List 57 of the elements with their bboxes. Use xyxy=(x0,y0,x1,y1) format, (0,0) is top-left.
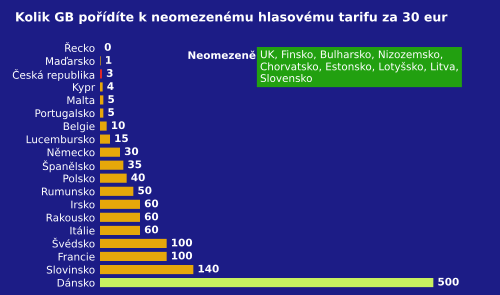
y-tick-label: Švédsko xyxy=(52,238,95,248)
data-label: 60 xyxy=(144,212,158,220)
data-label: 60 xyxy=(144,199,158,208)
y-tick-label: Dánsko xyxy=(58,278,95,287)
y-tick-label: Itálie xyxy=(70,226,95,235)
y-tick-label: Španělsko xyxy=(42,160,95,172)
y-tick-label: Rumunsko xyxy=(42,187,95,196)
data-label: 40 xyxy=(131,173,145,182)
annotation: Neomezeně xyxy=(188,50,256,60)
y-tick-label: Polsko xyxy=(64,174,95,182)
y-tick-label: Belgie xyxy=(64,122,95,132)
chart-title: Kolik GB pořídíte k neomezenému hlasovému tarifu za 30 eur xyxy=(16,11,448,24)
data-label: 50 xyxy=(138,186,152,194)
y-tick-label: Malta xyxy=(67,96,94,104)
data-label: 5 xyxy=(108,95,114,104)
y-tick-label: Rakousko xyxy=(46,213,95,222)
data-label: 4 xyxy=(107,82,114,90)
y-tick-label: Irsko xyxy=(71,200,95,208)
data-label: 140 xyxy=(198,264,219,273)
y-tick-label: Francie xyxy=(58,252,95,261)
bar xyxy=(100,160,124,170)
data-label: 35 xyxy=(128,160,142,168)
data-label: 5 xyxy=(108,108,114,116)
bar xyxy=(100,122,107,131)
annotation: UK, Finsko, Bulharsko, Nizozemsko, Chorvatsko, Estonsko, Lotyšsko, Litva, Slovensko xyxy=(260,50,458,82)
bar xyxy=(100,212,140,222)
y-tick-label: Maďarsko xyxy=(46,56,95,65)
bar xyxy=(100,200,140,209)
bar xyxy=(100,226,140,235)
data-label: 10 xyxy=(112,121,125,130)
data-label: 60 xyxy=(144,226,158,234)
y-tick-label: Lucembursko xyxy=(26,135,95,144)
bar xyxy=(100,82,103,92)
y-tick-label: Slovinsko xyxy=(46,266,95,274)
data-label: 30 xyxy=(124,147,138,156)
bar xyxy=(100,95,104,105)
bar xyxy=(100,148,120,157)
y-tick-label: Portugalsko xyxy=(36,109,95,120)
data-label: 15 xyxy=(115,134,128,142)
y-tick-label: Německo xyxy=(48,148,95,156)
data-label: 100 xyxy=(172,238,192,246)
y-tick-label: Česká republika xyxy=(12,69,94,81)
data-label: 500 xyxy=(438,278,459,286)
y-tick-label: Kypr xyxy=(73,83,96,94)
bar xyxy=(100,174,127,183)
data-label: 100 xyxy=(172,252,192,260)
bar xyxy=(100,238,167,248)
bar xyxy=(100,278,434,288)
bar xyxy=(100,264,194,274)
bar xyxy=(100,186,134,196)
y-tick-label: Řecko xyxy=(65,42,95,52)
bar xyxy=(100,108,104,118)
data-label: 0 xyxy=(104,42,111,51)
data-label: 1 xyxy=(106,56,112,64)
data-label: 3 xyxy=(106,69,113,77)
bar xyxy=(100,134,110,144)
bar xyxy=(100,252,167,262)
